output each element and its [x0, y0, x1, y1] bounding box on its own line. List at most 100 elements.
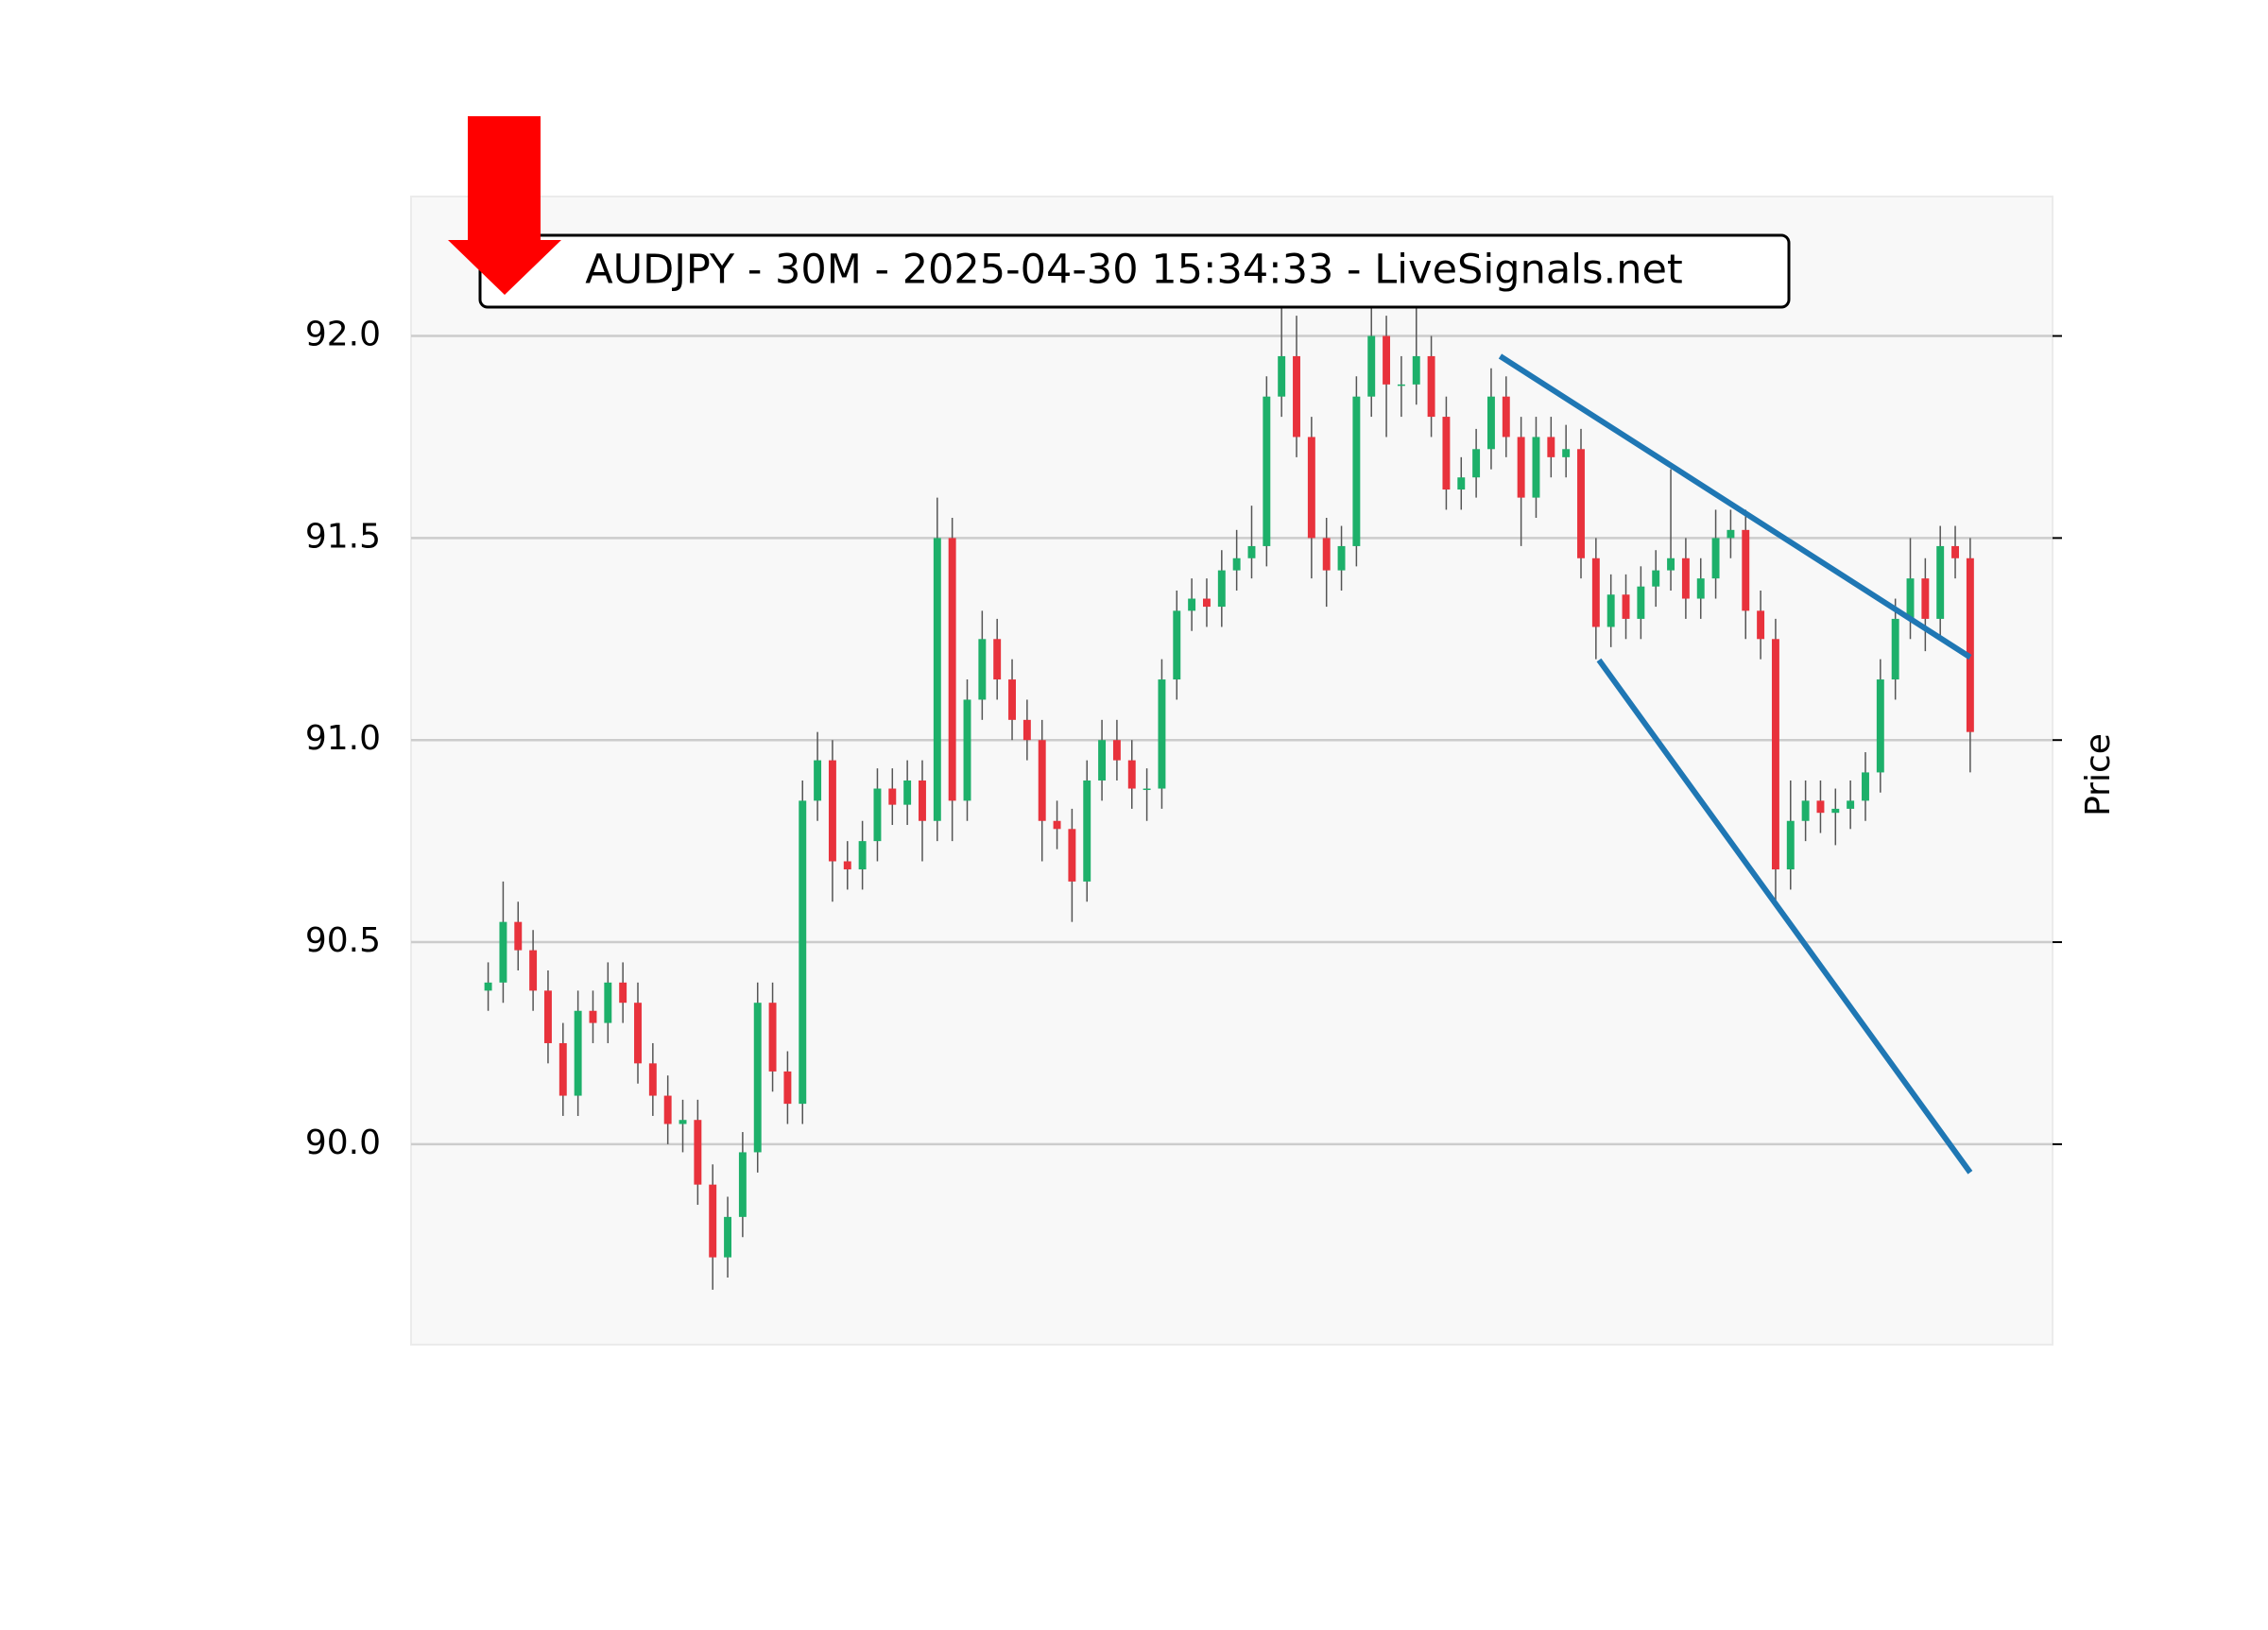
candle-body: [1038, 740, 1046, 821]
candle-body: [1786, 820, 1795, 870]
candle-body: [1008, 679, 1016, 720]
grid: 90.0 90.5 91.0 91.5 92.0: [305, 316, 2062, 1162]
candle-body: [1816, 800, 1825, 814]
candle-body: [1502, 396, 1510, 438]
candle-body: [1951, 545, 1959, 558]
candle-body: [1457, 477, 1466, 490]
plot-area: [410, 196, 2053, 1346]
candle-body: [1517, 437, 1525, 498]
candle-body: [1397, 384, 1405, 386]
candle-body: [484, 982, 492, 991]
candle-body: [1442, 417, 1451, 490]
candle-body: [514, 921, 523, 951]
candle-body: [1427, 355, 1435, 418]
signal-arrow: [448, 116, 561, 295]
candle-body: [1293, 355, 1300, 438]
candle-body: [1847, 800, 1855, 809]
candle-body: [1322, 538, 1331, 571]
candles: [484, 287, 1974, 1290]
candle-body: [1143, 788, 1151, 791]
candle-body: [1068, 829, 1076, 882]
candle-body: [1921, 578, 1930, 619]
candle-body: [1771, 639, 1779, 870]
y-tick-label: 91.5: [305, 517, 381, 556]
candle-body: [1667, 558, 1675, 571]
candle-body: [1532, 437, 1540, 498]
candle-body: [1831, 808, 1840, 814]
candle-body: [499, 921, 507, 983]
chart-title: AUDJPY - 30M - 2025-04-30 15:34:33 - Liv…: [585, 247, 1683, 294]
y-tick-label: 91.0: [305, 719, 381, 758]
candle-body: [1966, 558, 1974, 732]
candle-body: [1352, 396, 1361, 546]
candle-body: [619, 982, 627, 1004]
candle-body: [1547, 437, 1555, 457]
candle-body: [1173, 610, 1181, 680]
candle-body: [1562, 449, 1571, 457]
candle-body: [1158, 679, 1166, 789]
candle-body: [1876, 679, 1884, 773]
candle-body: [1711, 538, 1720, 579]
candle-body: [1188, 598, 1196, 611]
candle-body: [1486, 396, 1495, 450]
candle-body: [1591, 558, 1600, 627]
candle-body: [963, 699, 971, 801]
candle-body: [1862, 772, 1869, 801]
candle-body: [1307, 437, 1315, 539]
candle-body: [828, 760, 836, 862]
candle-body: [694, 1120, 702, 1185]
candle-body: [738, 1152, 747, 1217]
candle-body: [1247, 545, 1256, 558]
candle-body: [1622, 594, 1630, 619]
candle-body: [1801, 800, 1810, 821]
candle-body: [1263, 396, 1271, 546]
candle-body: [1906, 578, 1915, 619]
candle-body: [1637, 586, 1645, 619]
candle-body: [663, 1095, 672, 1124]
candle-body: [1681, 558, 1690, 599]
candle-body: [1742, 529, 1750, 611]
candle-body: [933, 538, 941, 821]
candle-body: [574, 1010, 582, 1096]
candle-body: [529, 950, 538, 991]
candle-body: [873, 788, 882, 842]
candle-body: [589, 1010, 597, 1023]
candle-body: [1022, 719, 1031, 741]
candle-body: [1367, 335, 1376, 397]
candle-body: [604, 982, 612, 1023]
arrow-head: [448, 240, 561, 295]
candle-body: [978, 639, 987, 700]
candle-body: [799, 800, 807, 1105]
candle-body: [948, 538, 956, 801]
candle-body: [1098, 740, 1107, 781]
trendline: [1596, 658, 1973, 1175]
candle-body: [843, 861, 851, 870]
candle-body: [1278, 355, 1286, 397]
candle-body: [888, 788, 897, 805]
candle-body: [1891, 618, 1899, 680]
candle-body: [1696, 578, 1705, 599]
candle-body: [724, 1216, 732, 1258]
trendlines: [1498, 353, 1973, 1175]
y-tick-label: 90.0: [305, 1124, 381, 1162]
candle-body: [768, 1003, 777, 1072]
candle-body: [993, 639, 1002, 680]
candle-body: [783, 1071, 792, 1105]
candle-body: [1232, 558, 1241, 571]
candle-body: [858, 841, 867, 870]
candle-body: [1606, 594, 1615, 627]
candle-body: [1203, 598, 1211, 608]
candle-body: [1083, 780, 1091, 882]
candle-body: [1217, 570, 1226, 608]
candle-body: [753, 1003, 762, 1153]
candle-body: [543, 990, 552, 1043]
title-box: [478, 233, 1791, 309]
candle-body: [1112, 740, 1121, 761]
candle-body: [919, 780, 926, 821]
candle-body: [903, 780, 912, 805]
candle-body: [1577, 449, 1585, 558]
trendline: [1498, 353, 1972, 661]
candle-body: [814, 760, 822, 801]
candle-body: [1337, 545, 1346, 571]
